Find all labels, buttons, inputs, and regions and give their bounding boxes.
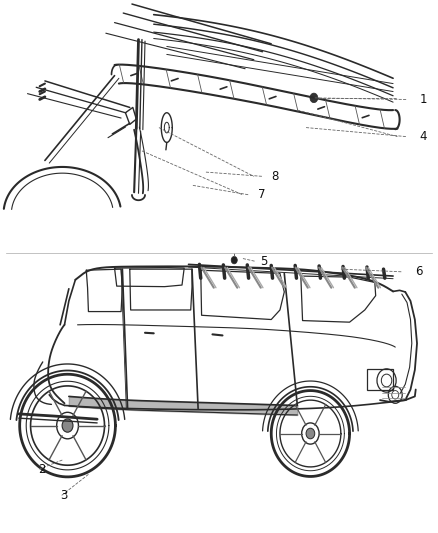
Circle shape xyxy=(231,256,237,264)
Text: 1: 1 xyxy=(419,93,427,106)
Text: 2: 2 xyxy=(39,463,46,475)
Text: 8: 8 xyxy=(271,170,279,183)
Text: 5: 5 xyxy=(260,255,268,268)
Text: 3: 3 xyxy=(60,489,67,502)
Text: 4: 4 xyxy=(419,130,427,143)
Circle shape xyxy=(62,419,73,432)
Bar xyxy=(367,369,393,390)
Text: 7: 7 xyxy=(258,189,266,201)
Circle shape xyxy=(310,93,318,103)
Circle shape xyxy=(306,428,315,439)
Text: 6: 6 xyxy=(415,265,422,278)
